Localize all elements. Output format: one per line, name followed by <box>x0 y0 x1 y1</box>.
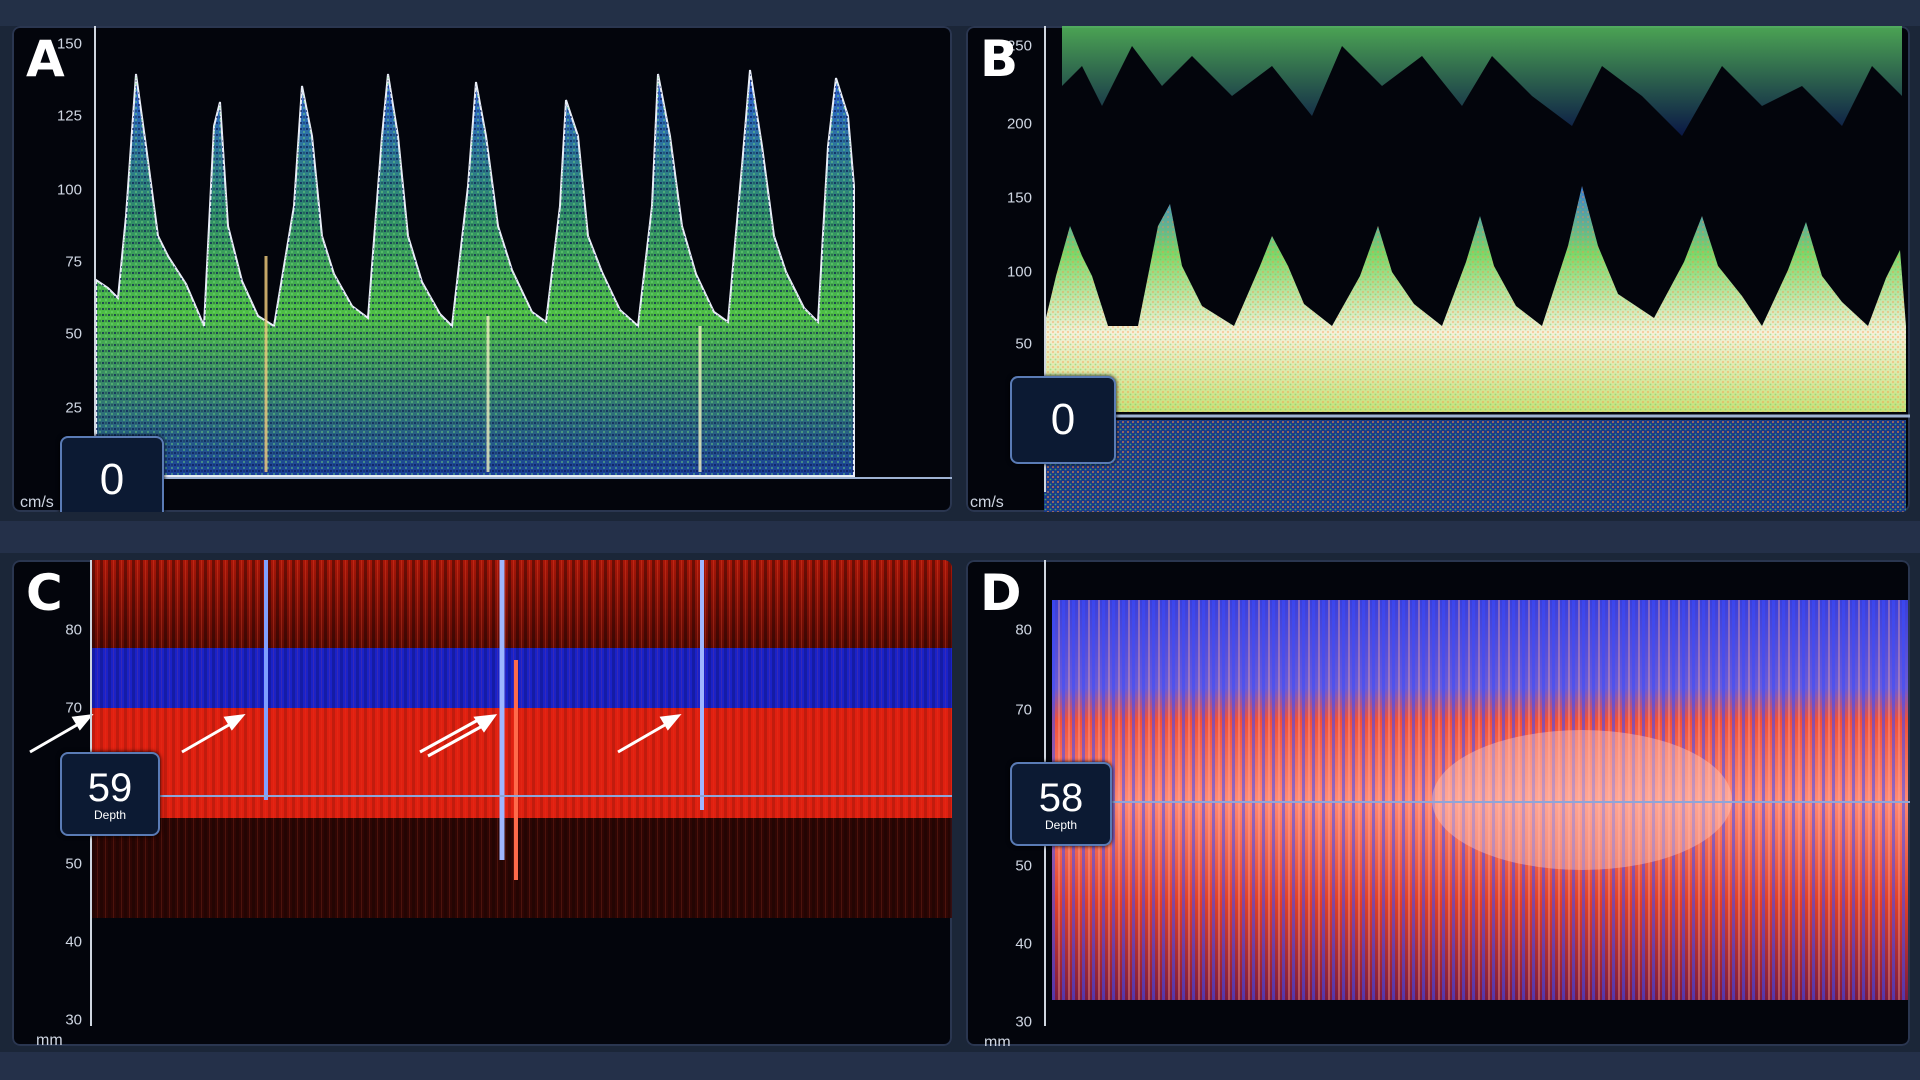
panel-letter: C <box>26 564 63 622</box>
y-tick: 25 <box>65 399 82 417</box>
y-tick: 100 <box>56 181 82 199</box>
readout-value: 0 <box>99 455 125 504</box>
panel-d-m-mode-display <box>1042 600 1910 1000</box>
y-tick: 200 <box>1006 115 1032 133</box>
y-tick: 50 <box>1015 335 1032 353</box>
panel-c-m-mode: 80 70 60 50 40 30 mm C 59 Depth <box>12 560 952 1046</box>
panel-letter: A <box>26 30 65 88</box>
arrow-icon <box>71 714 94 731</box>
arrow-icon <box>29 720 83 754</box>
readout-value: 58 <box>1038 776 1084 820</box>
y-axis-line <box>1044 26 1046 492</box>
y-tick: 125 <box>56 107 82 125</box>
top-bar <box>0 0 1920 26</box>
y-tick: 70 <box>1015 701 1032 719</box>
panel-b-doppler-spectrum: 250 200 150 100 50 0 cm/s B 0 <box>966 26 1910 512</box>
depth-readout[interactable]: 59 Depth <box>60 752 160 836</box>
annotation-arrows <box>29 714 682 758</box>
y-unit-label: cm/s <box>970 494 1004 511</box>
baseline-readout[interactable]: 0 <box>60 436 164 512</box>
depth-readout[interactable]: 58 Depth <box>1010 762 1112 846</box>
panel-a-spectrogram <box>96 69 952 479</box>
panel-divider <box>0 521 1920 553</box>
arrow-icon <box>181 720 235 754</box>
arrow-icon <box>427 722 487 758</box>
y-tick: 50 <box>65 855 82 873</box>
y-unit-label: mm <box>36 1032 63 1046</box>
y-tick: 150 <box>56 35 82 53</box>
arrow-icon <box>473 714 498 733</box>
readout-label: Depth <box>1044 818 1078 832</box>
panel-b-spectrogram <box>1042 26 1910 512</box>
panel-a-doppler-spectrum: 150 125 100 75 50 25 0 cm/s A 0 <box>12 26 952 512</box>
arrow-icon <box>617 720 671 754</box>
baseline-readout[interactable]: 0 <box>1010 376 1116 464</box>
panel-d-m-mode: 80 70 60 50 40 30 mm D 58 Depth <box>966 560 1910 1046</box>
y-tick: 30 <box>1015 1013 1032 1031</box>
y-tick: 50 <box>65 325 82 343</box>
panel-letter: D <box>980 564 1022 622</box>
y-tick: 40 <box>1015 935 1032 953</box>
bottom-bar <box>0 1052 1920 1080</box>
y-tick: 80 <box>1015 621 1032 639</box>
y-tick: 75 <box>65 253 82 271</box>
y-tick: 70 <box>65 699 82 717</box>
y-axis-line <box>94 26 96 492</box>
y-tick: 150 <box>1006 189 1032 207</box>
y-unit-label: cm/s <box>20 494 54 511</box>
y-tick: 100 <box>1006 263 1032 281</box>
readout-label: Depth <box>93 808 127 822</box>
readout-value: 59 <box>87 766 133 810</box>
y-tick: 50 <box>1015 857 1032 875</box>
y-tick: 30 <box>65 1011 82 1029</box>
arrow-icon <box>659 714 682 731</box>
arrow-icon <box>419 718 479 754</box>
y-tick: 40 <box>65 933 82 951</box>
arrow-icon <box>223 714 246 731</box>
y-tick: 80 <box>65 621 82 639</box>
y-unit-label: mm <box>984 1034 1011 1046</box>
readout-value: 0 <box>1050 395 1076 444</box>
panel-letter: B <box>980 30 1019 88</box>
y-tick: 250 <box>1006 37 1032 55</box>
